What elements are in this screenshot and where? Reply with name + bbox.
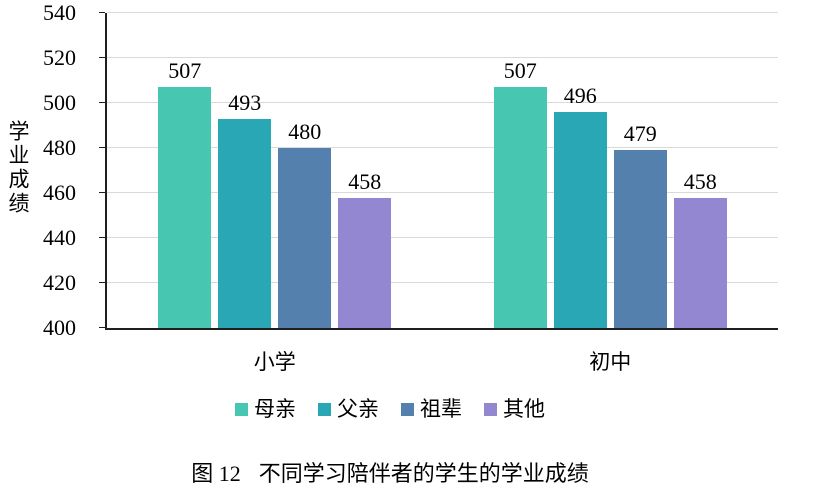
gridline [107,57,778,58]
y-axis-tick [99,147,105,148]
bar-其他-初中 [673,197,727,328]
gridline [107,102,778,103]
bar-value-label: 496 [563,83,597,108]
y-axis-tick-label: 440 [43,225,76,250]
gridline [107,192,778,193]
y-axis-tick [99,57,105,58]
legend-item-父亲: 父亲 [318,397,379,421]
legend-swatch-icon [235,402,248,416]
legend-label: 母亲 [254,397,296,421]
figure-caption: 图 12 不同学习陪伴者的学生的学业成绩 [0,461,780,487]
bar-value-label: 480 [288,119,322,144]
y-axis-tick [99,282,105,283]
legend-item-祖辈: 祖辈 [401,397,462,421]
legend-item-母亲: 母亲 [235,397,296,421]
legend-label: 其他 [503,397,545,421]
bar-父亲-初中 [553,112,607,328]
y-axis-tick [99,327,105,328]
gridline [107,147,778,148]
category-label: 初中 [589,350,632,374]
bar-其他-小学 [338,197,392,328]
y-axis-tick-label: 480 [43,135,76,160]
legend-label: 祖辈 [420,397,462,421]
bar-祖辈-初中 [613,150,667,328]
y-axis-tick [99,192,105,193]
y-axis-tick-label: 520 [43,45,76,70]
legend-swatch-icon [401,402,414,416]
bar-value-label: 507 [168,58,202,84]
bar-母亲-小学 [158,87,212,328]
legend: 母亲 父亲 祖辈 其他 [0,397,780,421]
bar-祖辈-小学 [278,148,332,328]
gridline [107,237,778,238]
y-axis-tick-label: 460 [43,180,76,205]
bar-value-label: 507 [503,58,537,84]
bar-value-label: 479 [623,121,657,147]
legend-item-其他: 其他 [484,397,545,421]
y-axis-tick-label: 400 [43,315,76,340]
legend-swatch-icon [318,402,331,416]
legend-swatch-icon [484,402,497,416]
y-axis-tick-label: 420 [43,270,76,295]
y-axis-tick-label: 500 [43,90,76,115]
y-axis-title: 学业成绩 [6,120,30,216]
figure-title: 不同学习陪伴者的学生的学业成绩 [258,461,589,486]
y-axis-tick [99,237,105,238]
figure-number: 图 12 [191,461,241,486]
bar-value-label: 493 [228,89,262,115]
bar-母亲-初中 [493,87,547,328]
gridline [107,12,778,13]
plot-area: 507 493 480 458 507 496 479 458 [99,12,778,330]
y-axis-tick-label: 540 [43,0,76,25]
bar-value-label: 458 [348,168,382,194]
y-axis-tick [99,12,105,13]
y-axis-tick [99,102,105,103]
legend-label: 父亲 [337,397,379,421]
gridline [107,282,778,283]
bar-value-label: 458 [683,168,717,194]
category-label: 小学 [253,350,296,374]
bar-父亲-小学 [218,118,272,328]
